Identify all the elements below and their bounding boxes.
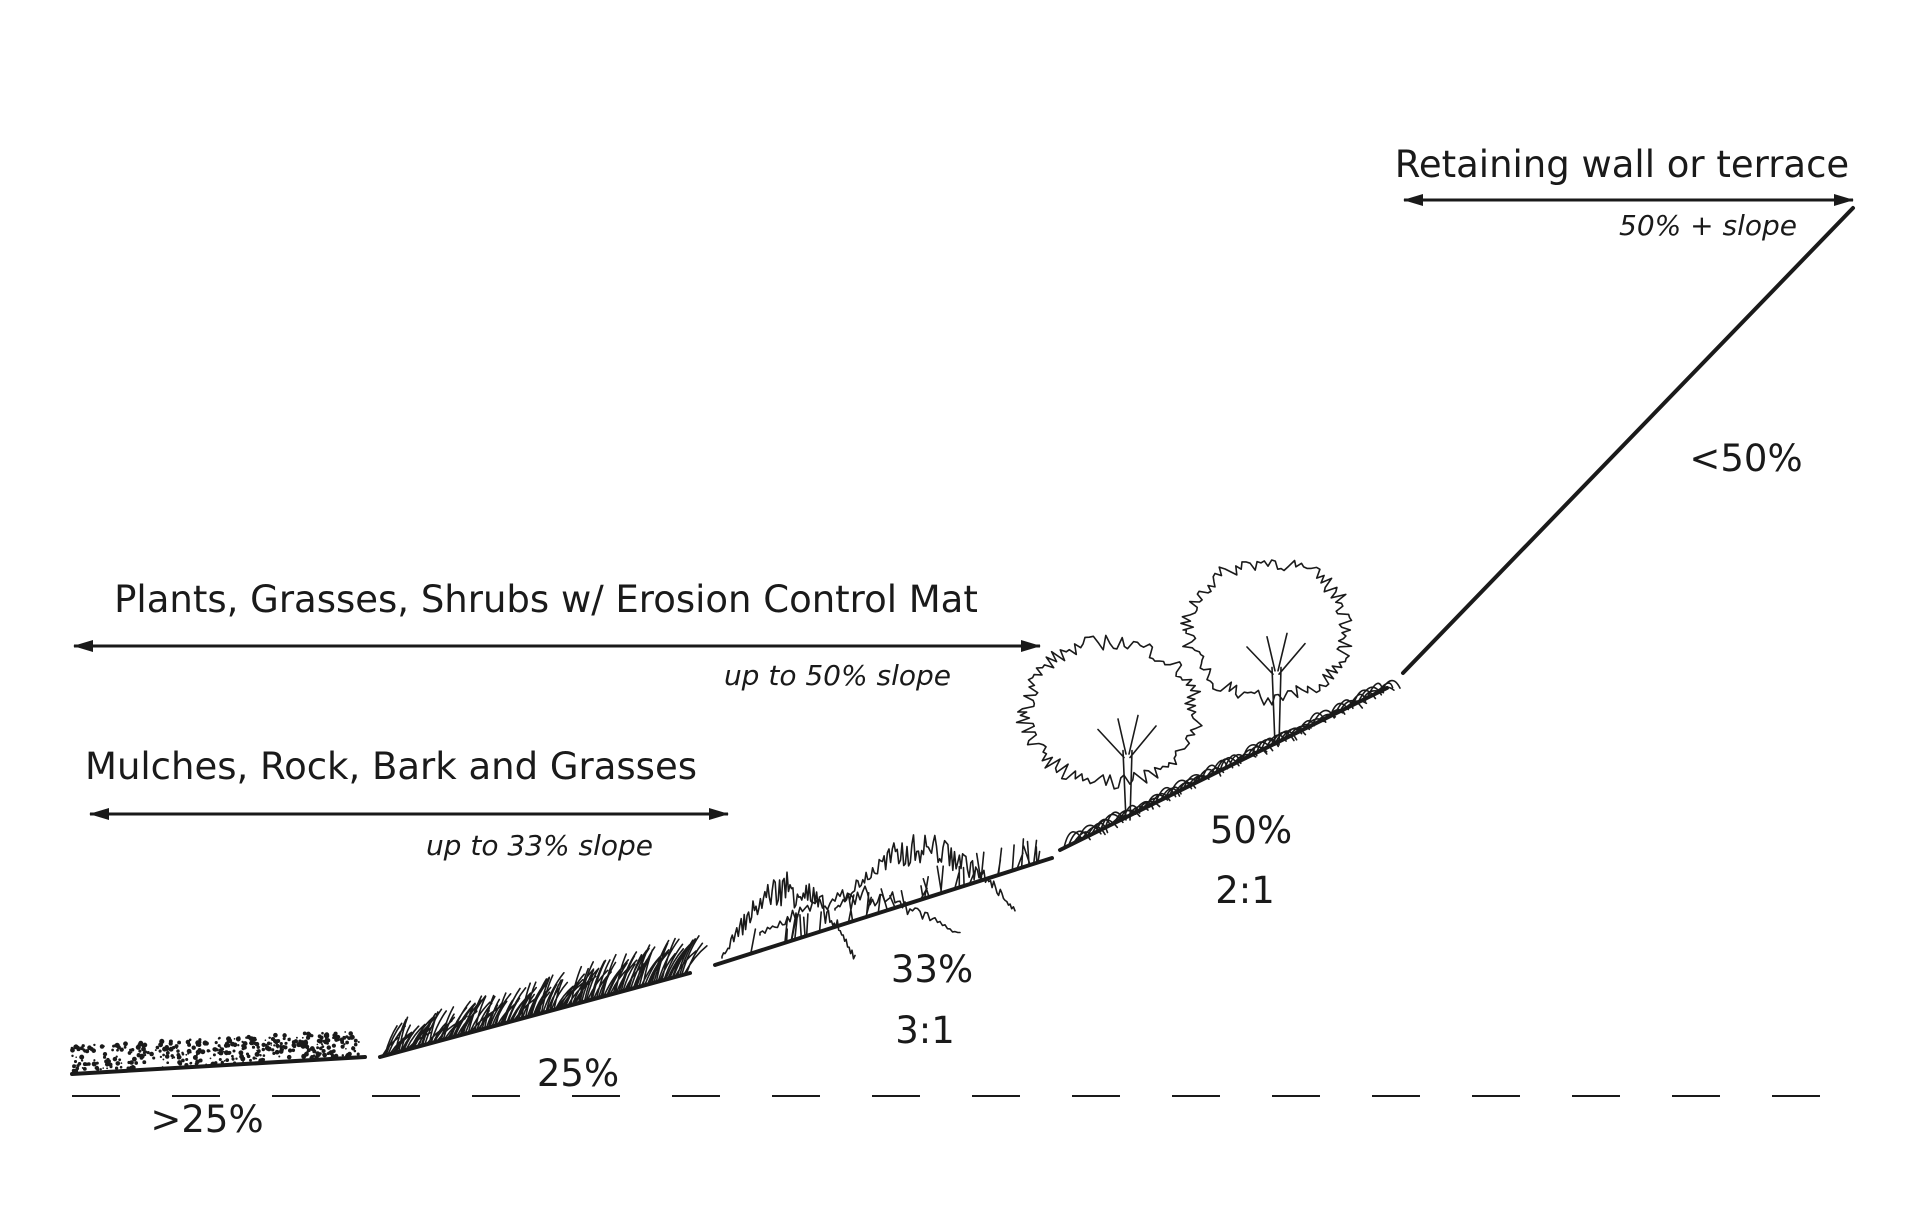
tree-icon xyxy=(1015,559,1353,821)
slope-segment-1 xyxy=(378,971,692,1059)
grade-label-3-percent: 50% xyxy=(1210,809,1292,852)
zone-mulches-title: Mulches, Rock, Bark and Grasses xyxy=(85,745,697,788)
mulch-texture-icon xyxy=(70,1031,360,1073)
zone-retaining-note: 50% + slope xyxy=(1619,209,1797,242)
grade-label-4: <50% xyxy=(1689,437,1802,480)
grade-label-0: >25% xyxy=(150,1098,263,1141)
grass-icon xyxy=(382,935,708,1056)
zone-mulches: Mulches, Rock, Bark and Grasses up to 33… xyxy=(85,745,729,862)
slope-segment-0 xyxy=(70,1055,367,1076)
grade-label-2-ratio: 3:1 xyxy=(895,1009,955,1052)
zone-plants: Plants, Grasses, Shrubs w/ Erosion Contr… xyxy=(73,578,1041,692)
zone-retaining-wall: Retaining wall or terrace 50% + slope xyxy=(1395,143,1854,242)
zone-plants-note: up to 50% slope xyxy=(724,659,951,692)
grade-label-1: 25% xyxy=(537,1052,619,1095)
slope-segment-2 xyxy=(713,856,1054,967)
shrub-icon xyxy=(721,834,1041,960)
grade-labels: >25% 25% 33% 3:1 50% 2:1 <50% xyxy=(150,437,1802,1141)
zone-mulches-note: up to 33% slope xyxy=(426,829,653,862)
grade-label-3-ratio: 2:1 xyxy=(1215,869,1275,912)
zone-plants-title: Plants, Grasses, Shrubs w/ Erosion Contr… xyxy=(114,578,978,621)
ground-profile xyxy=(70,206,1855,1076)
zone-retaining-title: Retaining wall or terrace xyxy=(1395,143,1849,186)
grade-label-2-percent: 33% xyxy=(891,948,973,991)
groundcover-icon xyxy=(1063,679,1401,849)
slope-segment-4 xyxy=(1401,206,1855,675)
